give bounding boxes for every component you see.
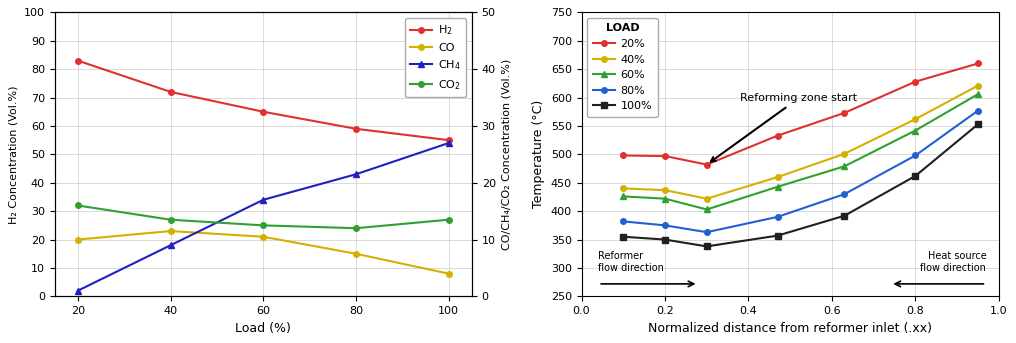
CO$_2$: [443, 218, 455, 222]
CO$_2$: [72, 203, 84, 208]
CO: [350, 252, 362, 256]
Text: Reformer
flow direction: Reformer flow direction: [598, 251, 664, 273]
Text: Heat source
flow direction: Heat source flow direction: [920, 251, 987, 273]
H$_2$: [350, 127, 362, 131]
H$_2$: [72, 59, 84, 63]
Line: CO: CO: [75, 228, 451, 276]
CO: [165, 229, 177, 233]
Y-axis label: H₂ Concentration (Vol.%): H₂ Concentration (Vol.%): [8, 85, 18, 224]
CH$_4$: [165, 243, 177, 247]
Y-axis label: CO/CH₄/CO₂ Concentration (Vol.%): CO/CH₄/CO₂ Concentration (Vol.%): [501, 59, 511, 250]
Line: CO$_2$: CO$_2$: [75, 203, 451, 231]
X-axis label: Load (%): Load (%): [236, 322, 292, 335]
Line: CH$_4$: CH$_4$: [75, 140, 451, 294]
Legend: H$_2$, CO, CH$_4$, CO$_2$: H$_2$, CO, CH$_4$, CO$_2$: [404, 18, 466, 97]
CO: [443, 272, 455, 276]
CO$_2$: [165, 218, 177, 222]
CO: [257, 235, 269, 239]
CH$_4$: [257, 198, 269, 202]
CO: [72, 237, 84, 241]
CO$_2$: [350, 226, 362, 230]
X-axis label: Normalized distance from reformer inlet (.xx): Normalized distance from reformer inlet …: [648, 322, 933, 335]
Legend: 20%, 40%, 60%, 80%, 100%: 20%, 40%, 60%, 80%, 100%: [587, 18, 657, 117]
Line: H$_2$: H$_2$: [75, 58, 451, 143]
H$_2$: [165, 90, 177, 94]
CO$_2$: [257, 223, 269, 227]
CH$_4$: [443, 141, 455, 145]
Text: Reforming zone start: Reforming zone start: [711, 93, 858, 162]
CH$_4$: [72, 289, 84, 293]
Y-axis label: Temperature (°C): Temperature (°C): [532, 100, 546, 209]
H$_2$: [443, 138, 455, 142]
CH$_4$: [350, 172, 362, 176]
H$_2$: [257, 110, 269, 114]
